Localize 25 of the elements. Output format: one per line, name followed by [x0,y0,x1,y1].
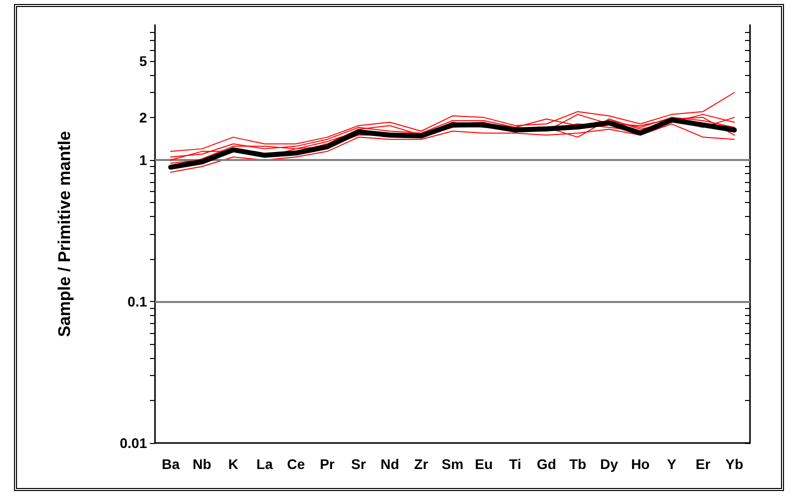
x-tick-label: Pr [320,456,336,472]
x-tick-label: Ba [162,456,180,472]
x-tick-label: Gd [536,456,556,472]
x-tick-label: Yb [725,456,744,472]
x-tick-label: Ti [509,456,522,472]
x-tick-label: Dy [600,456,618,472]
x-tick-label: Sm [442,456,464,472]
x-tick-label: Eu [474,456,493,472]
x-tick-label: Tb [569,456,586,472]
x-tick-label: Er [696,456,711,472]
y-axis-title: Sample / Primitive mantle [55,131,74,337]
y-tick-label: 2 [139,109,148,126]
x-tick-label: Zr [414,456,429,472]
x-tick-label: La [256,456,273,472]
y-tick-label: 0.1 [128,294,148,310]
x-tick-label: Nb [192,456,212,472]
y-tick-label: 1 [139,152,148,168]
y-tick-label: 5 [139,53,148,70]
x-tick-label: Y [667,456,678,472]
x-tick-label: Ho [631,456,650,472]
x-tick-label: K [228,456,238,472]
y-tick-label: 0.01 [120,435,148,451]
x-tick-label: Nd [380,456,400,472]
x-tick-label: Ce [286,456,306,472]
x-tick-label: Sr [351,456,366,472]
